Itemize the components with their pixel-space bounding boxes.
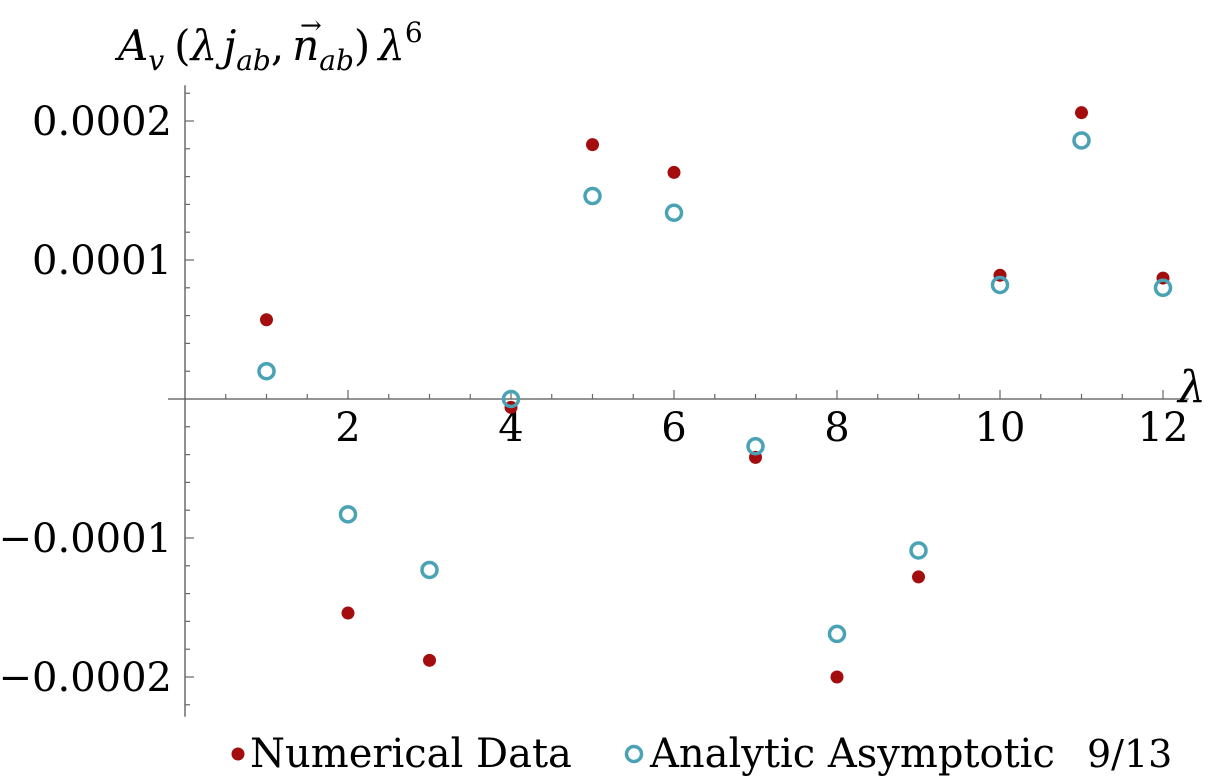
- point-numerical-data: [667, 165, 681, 179]
- page-number: 9/13: [1087, 732, 1172, 776]
- y-title-ab2: ab: [319, 44, 354, 77]
- legend-label-analytic: Analytic Asymptotic: [649, 731, 1055, 777]
- y-title-ab1: ab: [236, 44, 271, 77]
- point-analytic-asymptotic: [338, 505, 358, 524]
- y-title-lambda1: λ: [189, 21, 218, 70]
- point-numerical-data: [423, 653, 436, 667]
- point-analytic-asymptotic: [1153, 278, 1173, 298]
- x-tick-label: 10: [975, 405, 1026, 451]
- y-title-close: ): [354, 21, 370, 70]
- point-analytic-asymptotic: [583, 186, 602, 206]
- y-title-lambda2: λ: [376, 21, 405, 70]
- data-points: [257, 106, 1173, 684]
- y-title-v: v: [148, 44, 164, 77]
- legend: Numerical Data Analytic Asymptotic: [231, 731, 1055, 777]
- point-numerical-data: [830, 670, 844, 684]
- x-tick-label: 12: [1138, 405, 1189, 451]
- legend-marker-analytic: [624, 744, 644, 764]
- point-analytic-asymptotic: [827, 624, 847, 644]
- point-numerical-data: [586, 138, 599, 152]
- point-analytic-asymptotic: [909, 541, 928, 560]
- point-analytic-asymptotic: [990, 275, 1010, 295]
- point-analytic-asymptotic: [257, 361, 276, 381]
- legend-label-numerical: Numerical Data: [250, 731, 572, 777]
- y-tick-label: −0.0001: [0, 516, 172, 562]
- y-title-a: A: [114, 21, 148, 70]
- y-title-vector-arrow: →: [300, 11, 322, 41]
- x-ticks: 2 4 6 8 10 12: [225, 390, 1189, 451]
- axes: [168, 85, 1189, 717]
- x-tick-label: 2: [335, 405, 360, 451]
- point-numerical-data: [912, 570, 925, 584]
- point-numerical-data: [341, 606, 355, 620]
- y-tick-label: 0.0002: [32, 99, 172, 145]
- y-axis-title: Av (λ jab, nab) λ6: [114, 16, 423, 77]
- point-analytic-asymptotic: [420, 560, 439, 580]
- point-numerical-data: [260, 313, 273, 327]
- y-tick-label: −0.0002: [0, 655, 172, 701]
- y-tick-label: 0.0001: [32, 238, 172, 284]
- y-title-n: n: [292, 21, 319, 70]
- point-analytic-asymptotic: [664, 203, 684, 222]
- point-analytic-asymptotic: [1072, 131, 1091, 150]
- y-title-j: j: [215, 21, 236, 70]
- x-axis-title: λ: [1176, 362, 1206, 413]
- point-analytic-asymptotic: [746, 437, 765, 456]
- y-title-comma: ,: [271, 21, 284, 70]
- x-tick-label: 8: [824, 405, 849, 451]
- y-ticks: 0.0002 0.0001 −0.0001 −0.0002: [0, 92, 194, 706]
- y-title-exp: 6: [405, 16, 423, 49]
- x-tick-label: 6: [661, 405, 686, 451]
- legend-marker-numerical: [231, 747, 245, 761]
- point-numerical-data: [1075, 106, 1088, 120]
- point-analytic-asymptotic: [501, 389, 521, 409]
- y-title-open: (: [174, 21, 190, 70]
